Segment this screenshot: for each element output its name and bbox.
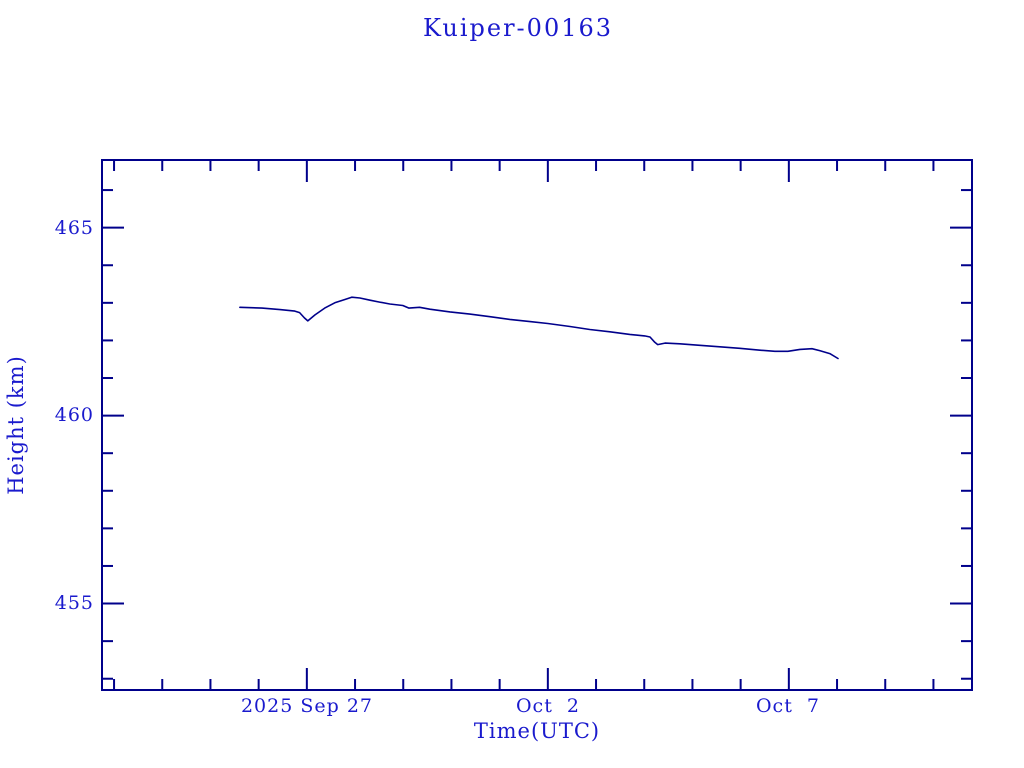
x-tick-label-sep27: 2025 Sep 27 xyxy=(240,695,374,717)
x-tick-label-oct7: Oct 7 xyxy=(755,695,821,717)
chart-title: Kuiper-00163 xyxy=(422,14,614,42)
x-tick-label-oct2: Oct 2 xyxy=(515,695,581,717)
x-axis-title: Time(UTC) xyxy=(473,719,601,743)
y-tick-label-460: 460 xyxy=(54,404,94,426)
plot-frame xyxy=(101,159,973,691)
y-tick-label-465: 465 xyxy=(54,217,94,239)
data-line xyxy=(239,296,839,360)
y-tick-label-455: 455 xyxy=(54,592,94,614)
